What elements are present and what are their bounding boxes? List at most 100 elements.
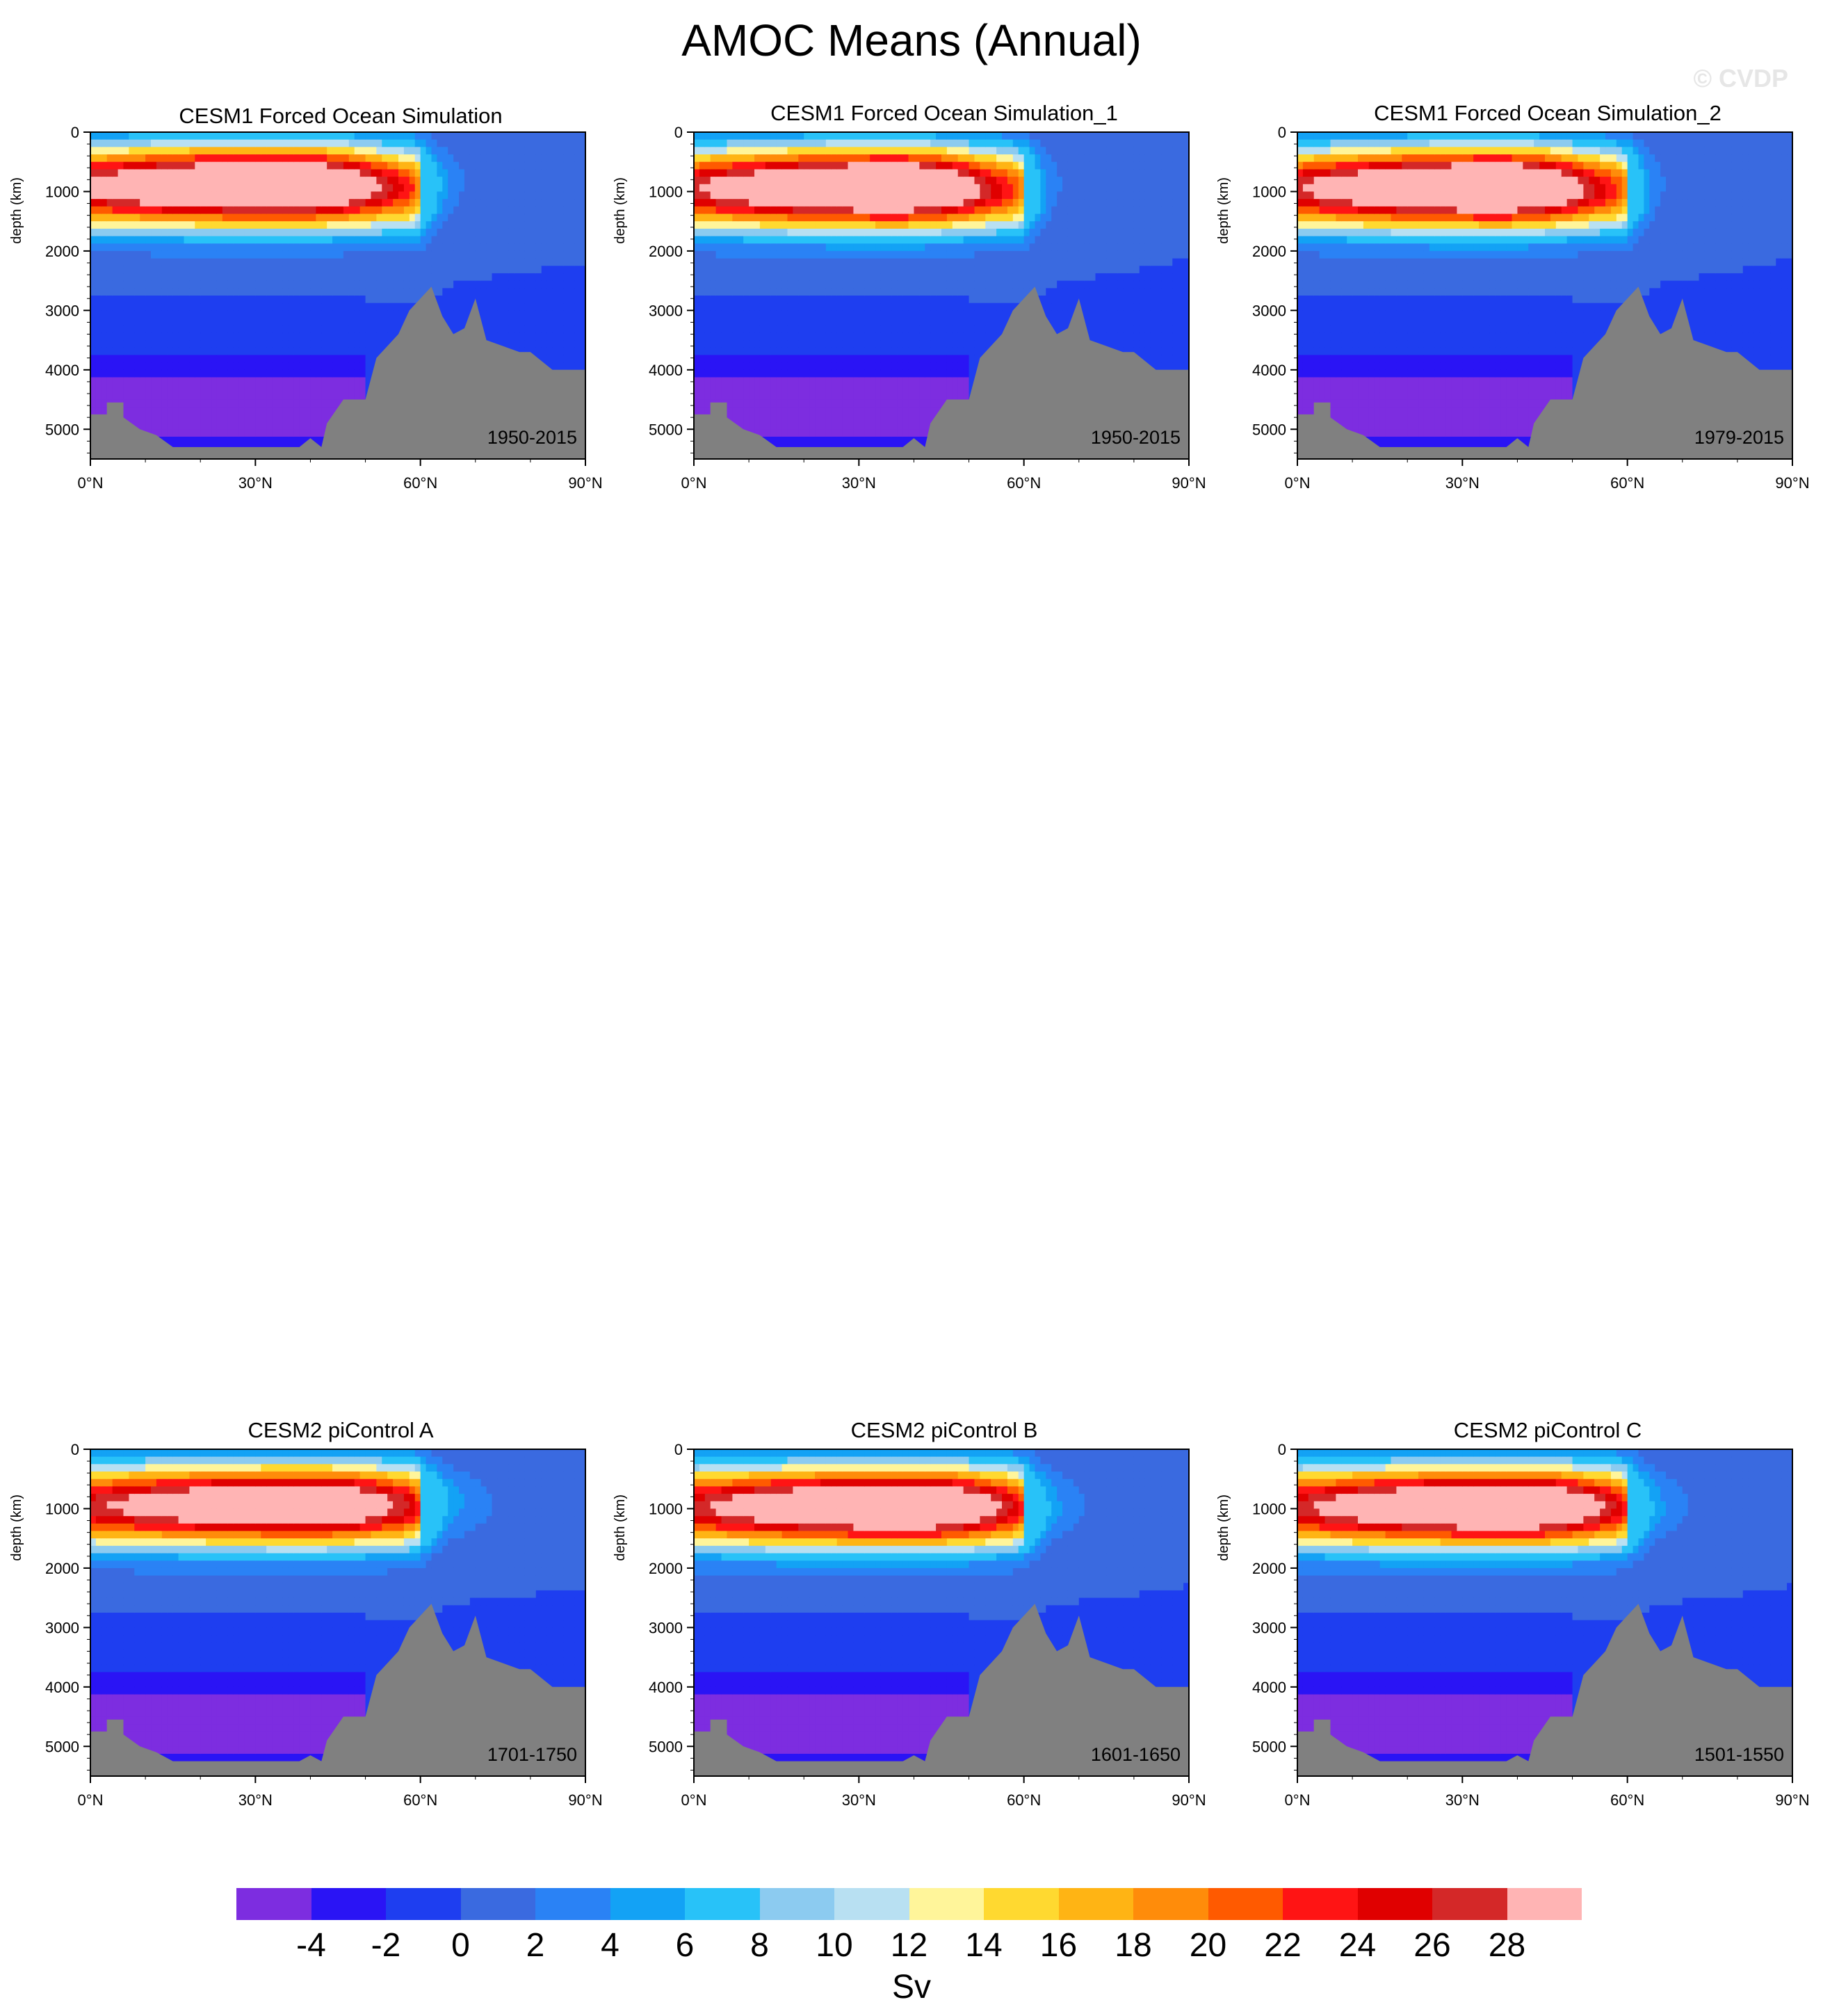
field-cell (437, 132, 443, 140)
field-cell (442, 243, 448, 252)
field-cell (787, 385, 793, 393)
field-cell (172, 399, 179, 408)
field-cell (569, 221, 575, 229)
field-cell (798, 228, 804, 237)
field-cell (288, 184, 295, 193)
field-cell (809, 243, 816, 252)
field-cell (382, 169, 388, 177)
field-cell (238, 362, 245, 371)
field-cell (348, 199, 355, 207)
field-cell (227, 221, 234, 229)
field-cell (442, 273, 448, 282)
field-cell (694, 325, 700, 334)
field-cell (770, 347, 777, 356)
field-cell (524, 250, 531, 259)
field-cell (293, 139, 300, 147)
field-cell (787, 154, 793, 163)
field-cell (480, 266, 487, 274)
field-cell (90, 161, 97, 170)
field-cell (535, 147, 542, 155)
field-cell (106, 288, 113, 296)
field-cell (492, 325, 499, 334)
field-cell (459, 296, 465, 304)
field-cell (492, 266, 499, 274)
field-cell (310, 228, 316, 237)
field-cell (580, 213, 586, 222)
field-cell (519, 325, 526, 334)
field-cell (738, 258, 744, 266)
field-cell (715, 332, 722, 341)
field-cell (299, 340, 306, 348)
field-cell (398, 296, 405, 304)
field-cell (277, 325, 284, 334)
field-cell (238, 385, 245, 393)
field-cell (156, 184, 163, 193)
field-cell (118, 228, 124, 237)
field-cell (699, 132, 706, 140)
field-cell (118, 392, 124, 401)
field-cell (580, 362, 586, 371)
field-cell (238, 369, 245, 378)
field-cell (233, 296, 240, 304)
field-cell (781, 392, 788, 401)
field-cell (211, 273, 218, 282)
field-cell (90, 392, 97, 401)
field-cell (255, 199, 261, 207)
field-cell (233, 213, 240, 222)
field-cell (371, 147, 377, 155)
field (694, 132, 1190, 460)
field-cell (277, 407, 284, 415)
field-cell (195, 355, 201, 363)
field-cell (310, 340, 316, 348)
field-cell (514, 325, 520, 334)
field-cell (140, 318, 146, 326)
field-cell (563, 362, 569, 371)
field-cell (563, 250, 569, 259)
field-cell (365, 310, 372, 318)
panel-title-1: CESM1 Forced Ocean Simulation (90, 103, 591, 129)
field-cell (348, 206, 355, 215)
field-cell (754, 399, 761, 408)
field-cell (299, 288, 306, 296)
field-cell (172, 355, 179, 363)
field-cell (167, 377, 174, 385)
field-cell (178, 303, 185, 311)
field-cell (448, 169, 454, 177)
field-cell (569, 236, 575, 244)
field-cell (343, 221, 350, 229)
field-cell (563, 280, 569, 289)
field-cell (492, 169, 499, 177)
field-cell (277, 206, 284, 215)
field-cell (519, 213, 526, 222)
field-cell (161, 250, 168, 259)
field-cell (327, 355, 333, 363)
field-cell (161, 147, 168, 155)
field-cell (743, 206, 750, 215)
field-cell (798, 280, 804, 289)
field-cell (546, 362, 553, 371)
field-cell (184, 318, 190, 326)
field-cell (749, 169, 755, 177)
field-cell (123, 385, 129, 393)
field-cell (123, 325, 129, 334)
field-cell (140, 421, 146, 430)
field-cell (211, 392, 218, 401)
field-cell (710, 355, 717, 363)
field-cell (282, 325, 289, 334)
field-cell (172, 385, 179, 393)
field-cell (376, 236, 382, 244)
field-cell (552, 139, 559, 147)
field-cell (189, 154, 195, 163)
field-cell (327, 161, 333, 170)
field-cell (448, 303, 454, 311)
field-cell (321, 280, 327, 289)
field-cell (563, 303, 569, 311)
field-cell (129, 347, 135, 356)
field-cell (134, 355, 140, 363)
field-cell (129, 236, 135, 244)
field-cell (508, 296, 515, 304)
field-cell (781, 340, 788, 348)
field-cell (727, 147, 733, 155)
field-cell (754, 414, 761, 423)
field-cell (123, 340, 129, 348)
